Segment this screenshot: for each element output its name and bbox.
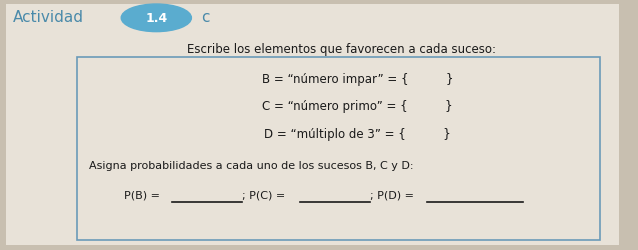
Text: ; P(D) =: ; P(D) = [370, 190, 414, 200]
Text: Escribe los elementos que favorecen a cada suceso:: Escribe los elementos que favorecen a ca… [187, 42, 496, 56]
Text: c: c [201, 10, 209, 25]
Text: P(B) =: P(B) = [124, 190, 160, 200]
FancyBboxPatch shape [6, 5, 619, 245]
Text: Asigna probabilidades a cada uno de los sucesos B, C y D:: Asigna probabilidades a cada uno de los … [89, 160, 414, 170]
Text: D = “múltiplo de 3” = {          }: D = “múltiplo de 3” = { } [264, 128, 450, 140]
Ellipse shape [121, 5, 191, 32]
Text: ; P(C) =: ; P(C) = [242, 190, 286, 200]
Text: 1.4: 1.4 [145, 12, 167, 25]
Text: B = “número impar” = {          }: B = “número impar” = { } [262, 72, 453, 86]
Text: C = “número primo” = {          }: C = “número primo” = { } [262, 100, 452, 113]
Text: Actividad: Actividad [13, 10, 84, 25]
